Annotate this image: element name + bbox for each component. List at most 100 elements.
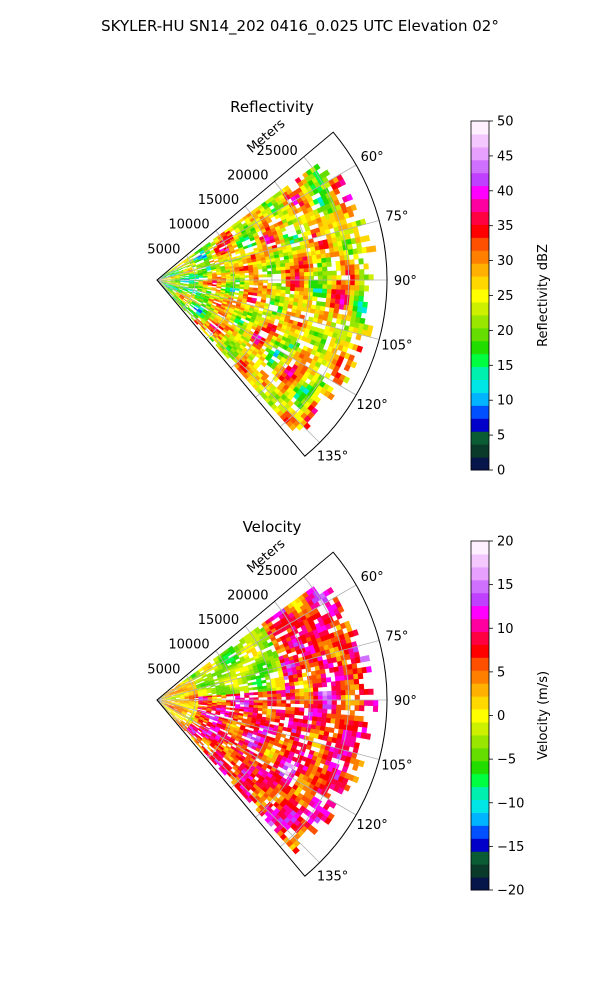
radar-gate bbox=[235, 694, 240, 697]
radar-gate bbox=[373, 700, 378, 706]
colorbar-swatch bbox=[471, 354, 489, 367]
colorbar-tick-label: 20 bbox=[497, 535, 514, 550]
radar-gate bbox=[276, 690, 281, 694]
colorbar-swatch bbox=[471, 606, 489, 619]
radial-tick-label: 15000 bbox=[198, 193, 239, 208]
radar-gate bbox=[359, 689, 364, 695]
radar-gate bbox=[327, 280, 332, 285]
radar-gate bbox=[358, 673, 364, 679]
radar-gate bbox=[350, 700, 355, 706]
radar-gate bbox=[369, 700, 374, 706]
colorbar-tick-label: −10 bbox=[497, 796, 524, 811]
colorbar-swatch bbox=[471, 289, 489, 302]
radar-gate bbox=[285, 686, 290, 690]
radar-gate bbox=[326, 262, 331, 267]
colorbar-swatch bbox=[471, 580, 489, 593]
radar-gate bbox=[263, 700, 268, 703]
radar-gate bbox=[350, 690, 355, 696]
colorbar-tick-label: 15 bbox=[497, 578, 514, 593]
colorbar-label: Reflectivity dBZ bbox=[536, 244, 551, 347]
radar-gate bbox=[359, 285, 364, 291]
radar-gate bbox=[281, 687, 286, 691]
radar-gate bbox=[276, 687, 281, 691]
radar-gate bbox=[313, 288, 318, 293]
colorbar-swatch bbox=[471, 735, 489, 748]
radar-gate bbox=[336, 266, 341, 271]
radar-gate bbox=[355, 285, 360, 291]
colorbar-swatch bbox=[471, 541, 489, 554]
colorbar-swatch bbox=[471, 134, 489, 147]
reflectivity-panel: 60°75°90°105°120°135°5000100001500020000… bbox=[147, 98, 417, 465]
radar-gate bbox=[313, 280, 318, 285]
radar-gate bbox=[258, 703, 263, 706]
radar-gate bbox=[295, 287, 300, 291]
radar-gate bbox=[235, 696, 240, 699]
radar-gate bbox=[248, 687, 253, 690]
radar-gate bbox=[332, 280, 337, 285]
colorbar-swatch bbox=[471, 748, 489, 761]
radar-gate bbox=[212, 281, 217, 283]
radar-gate bbox=[290, 689, 295, 693]
radar-gate bbox=[281, 700, 286, 704]
colorbar-swatch bbox=[471, 315, 489, 328]
colorbar-tick-label: 35 bbox=[497, 219, 514, 234]
colorbar-tick-label: 5 bbox=[497, 665, 505, 680]
radar-gate bbox=[349, 259, 355, 265]
colorbar-swatch bbox=[471, 457, 489, 470]
colorbar-swatch bbox=[471, 263, 489, 276]
radar-gate bbox=[281, 690, 286, 694]
radar-gate bbox=[290, 693, 295, 697]
angle-tick-label: 90° bbox=[394, 694, 417, 709]
radar-gate bbox=[290, 280, 295, 284]
radar-gate bbox=[354, 264, 359, 270]
colorbar-swatch bbox=[471, 276, 489, 289]
radar-gate bbox=[341, 285, 346, 290]
radar-gate bbox=[318, 708, 323, 713]
radar-gate bbox=[249, 280, 254, 283]
radar-gate bbox=[272, 700, 277, 703]
colorbar-swatch bbox=[471, 670, 489, 683]
radar-gate bbox=[355, 280, 360, 286]
radar-gate bbox=[244, 282, 249, 285]
colorbar-swatch bbox=[471, 619, 489, 632]
radar-gate bbox=[336, 275, 341, 280]
radar-gate bbox=[362, 722, 368, 728]
radar-gate bbox=[281, 703, 286, 707]
radar-gate bbox=[373, 706, 378, 712]
radar-gate bbox=[336, 705, 341, 710]
radial-tick-label: 10000 bbox=[168, 218, 209, 233]
colorbar-swatch bbox=[471, 328, 489, 341]
colorbar-swatch bbox=[471, 199, 489, 212]
radar-gate bbox=[329, 727, 335, 733]
radar-gate bbox=[212, 277, 217, 279]
radar-gate bbox=[359, 684, 364, 690]
radar-gate bbox=[253, 272, 258, 275]
radar-gate bbox=[239, 709, 244, 712]
radar-gate bbox=[249, 270, 254, 273]
radial-tick-label: 10000 bbox=[168, 638, 209, 653]
radar-gate bbox=[323, 700, 328, 705]
radar-gate bbox=[281, 267, 286, 271]
radar-gate bbox=[332, 271, 337, 276]
radar-gate bbox=[336, 289, 341, 294]
radar-gate bbox=[294, 711, 299, 715]
radar-gate bbox=[309, 280, 314, 284]
radar-gate bbox=[350, 285, 355, 291]
radar-gate bbox=[304, 688, 309, 693]
radar-gate bbox=[230, 708, 235, 711]
radar-gate bbox=[318, 700, 323, 705]
angle-tick-label: 120° bbox=[356, 398, 387, 413]
radar-gate bbox=[244, 702, 249, 705]
radar-gate bbox=[308, 288, 313, 293]
radar-gate bbox=[240, 702, 245, 705]
colorbar-swatch bbox=[471, 121, 489, 134]
radar-gate bbox=[364, 274, 369, 280]
radar-gate bbox=[313, 704, 318, 709]
radar-gate bbox=[350, 290, 355, 296]
radar-gate bbox=[340, 685, 345, 691]
radar-gate bbox=[309, 284, 314, 289]
radar-gate bbox=[361, 727, 367, 734]
radar-gate bbox=[326, 257, 332, 262]
colorbar-tick-label: 10 bbox=[497, 622, 514, 637]
